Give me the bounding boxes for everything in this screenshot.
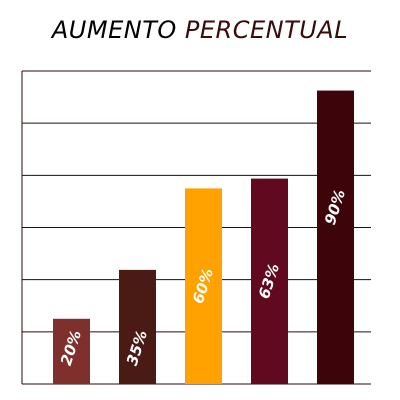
bar-4 xyxy=(251,178,288,384)
bar-2 xyxy=(119,269,156,384)
chart-title: AUMENTO PERCENTUAL xyxy=(0,16,400,44)
chart-title-part1: AUMENTO xyxy=(51,16,177,44)
chart-title-part2: PERCENTUAL xyxy=(184,16,349,44)
bar-1 xyxy=(53,318,90,384)
bars-layer xyxy=(53,90,354,384)
bar-5 xyxy=(317,90,354,384)
bar-3 xyxy=(185,188,222,384)
